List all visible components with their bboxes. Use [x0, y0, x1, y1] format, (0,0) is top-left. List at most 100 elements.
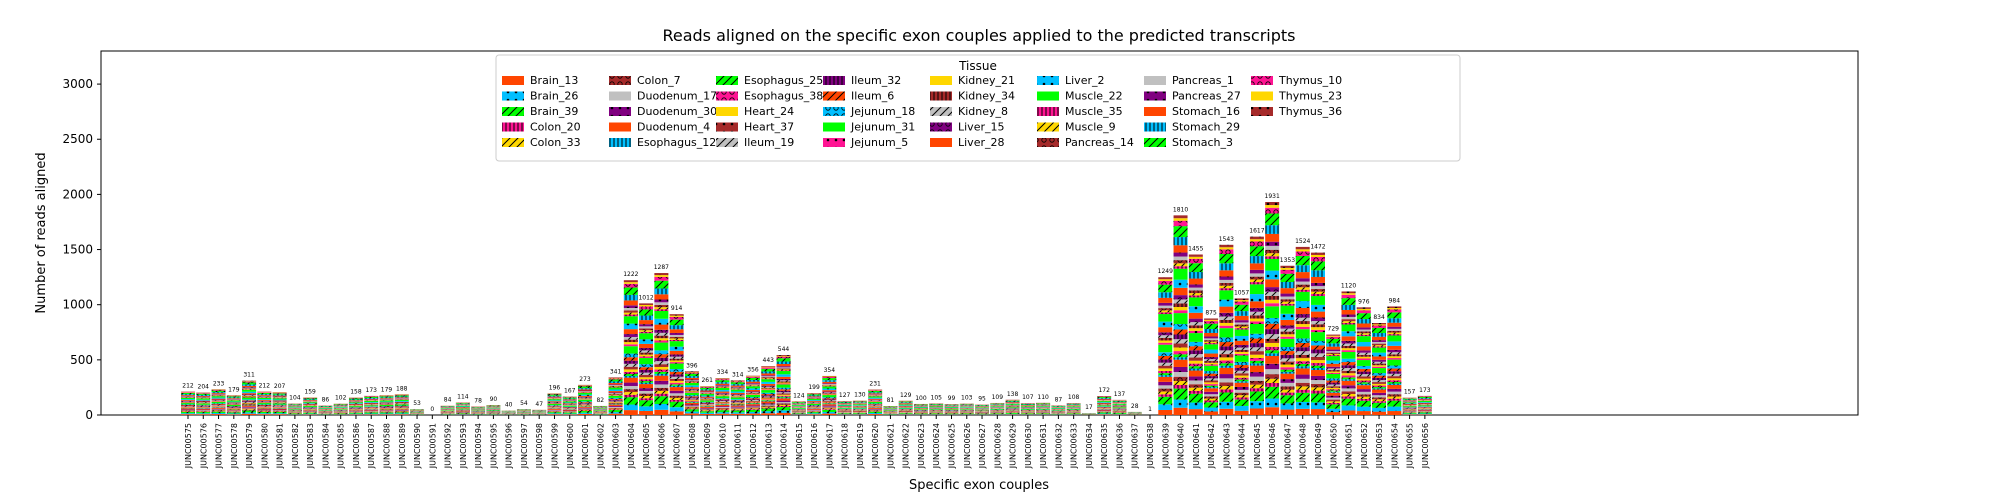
bar-segment — [1112, 405, 1127, 406]
bar-segment — [730, 407, 745, 409]
bar-segment — [1112, 413, 1127, 414]
bar-segment — [1310, 341, 1325, 346]
bar-segment — [807, 396, 822, 398]
bar-segment — [1249, 365, 1264, 373]
x-tick-label: JUNC00602 — [596, 423, 605, 469]
bar-segment — [578, 385, 593, 387]
bar-segment — [1036, 413, 1051, 415]
x-tick-label: JUNC00629 — [1009, 423, 1018, 469]
bar-segment — [1402, 402, 1417, 404]
bar-segment — [1356, 385, 1371, 390]
bar-segment — [303, 399, 318, 401]
bar-segment — [1387, 373, 1402, 377]
bar-segment — [1387, 368, 1402, 372]
bar-segment — [1265, 329, 1280, 335]
bar-segment — [684, 382, 699, 383]
bar-segment — [730, 388, 745, 389]
bar-segment — [1219, 319, 1234, 323]
x-tick-label: JUNC00636 — [1115, 423, 1124, 469]
bar-segment — [1219, 392, 1234, 402]
bar-segment — [1341, 331, 1356, 337]
bar-segment — [639, 309, 654, 316]
bar-segment — [684, 371, 699, 372]
bar-segment — [379, 414, 394, 415]
bar-stack — [623, 280, 638, 415]
bar-segment — [1234, 375, 1249, 378]
bar-segment — [1372, 407, 1387, 412]
bar-segment — [715, 378, 730, 379]
bar-segment — [196, 400, 211, 402]
bar-segment — [715, 400, 730, 402]
bar-segment — [242, 391, 257, 394]
bar-segment — [745, 397, 760, 399]
bar-segment — [1249, 338, 1264, 344]
bar-segment — [669, 411, 684, 415]
bar-segment — [868, 407, 883, 409]
bar-segment — [944, 406, 959, 408]
bar-segment — [654, 335, 669, 339]
bar-segment — [669, 336, 684, 339]
bar-segment — [1326, 392, 1341, 396]
bar-segment — [776, 358, 791, 362]
bar-segment — [1265, 338, 1280, 343]
x-tick-label: JUNC00654 — [1390, 423, 1399, 469]
bar-segment — [394, 400, 409, 402]
x-tick-label: JUNC00622 — [902, 423, 911, 469]
bar-segment — [364, 412, 379, 414]
bar-segment — [700, 413, 715, 415]
bar-segment — [242, 410, 257, 413]
bar-stack — [379, 395, 394, 415]
bar-segment — [394, 406, 409, 407]
bar-segment — [669, 385, 684, 388]
bar-stack — [745, 375, 760, 415]
bar-segment — [761, 407, 776, 409]
bar-segment — [1173, 313, 1188, 325]
bar-segment — [379, 412, 394, 414]
bar-segment — [1265, 270, 1280, 280]
bar-segment — [669, 390, 684, 394]
legend-title: Tissue — [958, 59, 997, 73]
bar-segment — [1310, 387, 1325, 391]
bar-segment — [272, 399, 287, 401]
bar-segment — [852, 413, 867, 414]
bar-segment — [1372, 411, 1387, 415]
bar-segment — [822, 384, 837, 386]
bar-segment — [1204, 323, 1219, 329]
bar-segment — [394, 413, 409, 415]
bar-segment — [1219, 263, 1234, 271]
bar-segment — [1356, 383, 1371, 386]
bar-stack — [211, 389, 226, 415]
bar-segment — [1310, 276, 1325, 283]
bar-segment — [684, 380, 699, 382]
bar-segment — [242, 413, 257, 415]
bar-segment — [1326, 355, 1341, 357]
bar-segment — [1265, 346, 1280, 351]
bar-segment — [1188, 284, 1203, 288]
bar-segment — [898, 413, 913, 415]
bar-segment — [745, 383, 760, 385]
bar-segment — [1234, 329, 1249, 336]
bar-segment — [684, 404, 699, 406]
bar-stack — [303, 397, 318, 415]
bar-segment — [1173, 381, 1188, 385]
bar-segment — [1173, 237, 1188, 246]
bar-segment — [822, 395, 837, 398]
bar-segment — [700, 401, 715, 403]
bar-segment — [1097, 405, 1112, 407]
bar-segment — [211, 397, 226, 399]
bar-segment — [684, 399, 699, 401]
bar-segment — [608, 391, 623, 393]
bar-segment — [211, 414, 226, 415]
bar-segment — [1295, 392, 1310, 402]
bar-segment — [1310, 291, 1325, 294]
bar-segment — [608, 389, 623, 392]
bar-segment — [1326, 351, 1341, 353]
bar-segment — [807, 401, 822, 402]
bar-segment — [1265, 299, 1280, 304]
bar-segment — [730, 412, 745, 414]
legend-swatch — [1251, 76, 1273, 85]
bar-segment — [242, 401, 257, 402]
bar-segment — [1356, 336, 1371, 343]
bar-segment — [303, 406, 318, 408]
bar-segment — [1372, 361, 1387, 364]
